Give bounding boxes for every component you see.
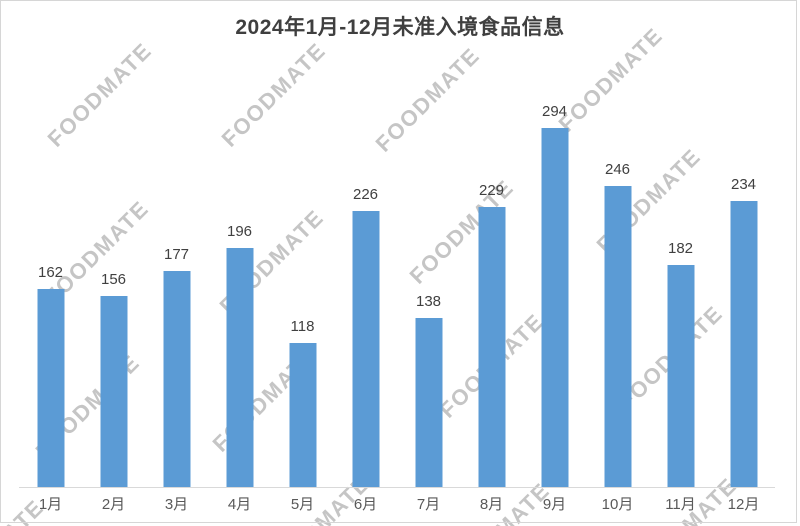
bar-value-label: 118 xyxy=(290,318,315,335)
bar xyxy=(415,318,442,487)
bar xyxy=(667,265,694,487)
bar-value-label: 294 xyxy=(541,103,568,120)
bar-column: 234 xyxy=(712,96,775,487)
bar-column: 162 xyxy=(19,96,82,487)
bar-value-label: 226 xyxy=(352,186,379,203)
x-axis-label: 11月 xyxy=(665,496,696,513)
bar xyxy=(226,248,253,487)
bar-value-label: 138 xyxy=(415,293,442,310)
x-axis-label: 6月 xyxy=(353,496,378,513)
bar xyxy=(604,186,631,487)
x-axis-label: 7月 xyxy=(416,496,441,513)
bar-column: 177 xyxy=(145,96,208,487)
bar-value-label: 234 xyxy=(730,176,757,193)
x-axis-label: 3月 xyxy=(164,496,189,513)
x-axis-line xyxy=(19,487,775,488)
bar-value-label: 156 xyxy=(100,271,127,288)
bar-column: 229 xyxy=(460,96,523,487)
x-axis-label: 8月 xyxy=(479,496,504,513)
x-axis-label: 12月 xyxy=(727,496,760,513)
bar-value-label: 177 xyxy=(163,246,190,263)
x-axis-labels: 1月 2月 3月 4月 5月 6月 7月 8月 9月 10月 11月 12月 xyxy=(19,495,775,515)
bar-column: 118 xyxy=(271,96,334,487)
bar xyxy=(37,289,64,487)
x-axis-label: 10月 xyxy=(601,496,634,513)
bar-column: 246 xyxy=(586,96,649,487)
bar-value-label: 229 xyxy=(478,182,505,199)
x-axis-label: 9月 xyxy=(542,496,567,513)
x-axis-label: 1月 xyxy=(38,496,63,513)
x-axis-label: 2月 xyxy=(101,496,126,513)
bar xyxy=(730,201,757,487)
bar xyxy=(100,296,127,487)
bar-column: 226 xyxy=(334,96,397,487)
plot-area: 162 156 177 196 118 226 138 229 294 246 182 234 xyxy=(19,96,775,487)
bar-value-label: 162 xyxy=(37,264,64,281)
bar-column: 156 xyxy=(82,96,145,487)
bar xyxy=(352,211,379,487)
bar-value-label: 182 xyxy=(667,240,694,257)
x-axis-label: 4月 xyxy=(227,496,252,513)
bar-value-label: 246 xyxy=(604,161,631,178)
bar xyxy=(289,343,316,487)
bar xyxy=(541,128,568,487)
bar xyxy=(478,207,505,487)
chart-title: 2024年1月-12月未准入境食品信息 xyxy=(235,16,565,39)
bar-value-label: 196 xyxy=(226,223,253,240)
bar-column: 294 xyxy=(523,96,586,487)
x-axis-label: 5月 xyxy=(290,496,315,513)
bar-column: 182 xyxy=(649,96,712,487)
bar xyxy=(163,271,190,487)
bar-column: 196 xyxy=(208,96,271,487)
bar-column: 138 xyxy=(397,96,460,487)
